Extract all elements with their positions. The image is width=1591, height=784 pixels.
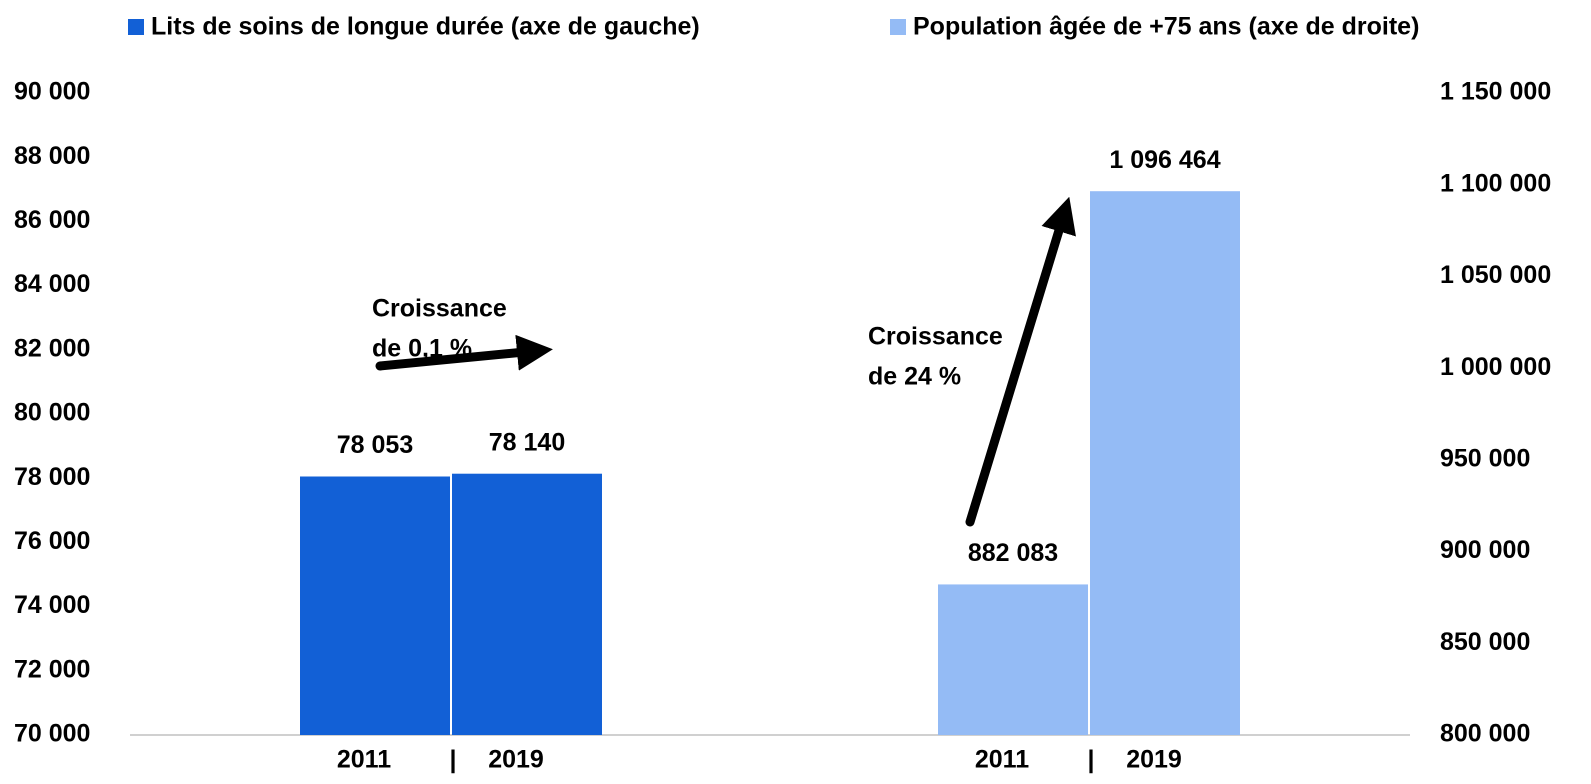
x-tick-label: 2011 bbox=[337, 746, 391, 774]
y-tick-label: 80 000 bbox=[14, 399, 90, 427]
arrow bbox=[965, 196, 1076, 527]
legend-label: Population âgée de +75 ans (axe de droit… bbox=[913, 13, 1419, 41]
y2-tick-label: 1 150 000 bbox=[1440, 78, 1551, 106]
x-tick-label: 2011 bbox=[975, 746, 1029, 774]
bar bbox=[452, 473, 602, 735]
arrow bbox=[375, 334, 553, 371]
y-tick-label: 70 000 bbox=[14, 720, 90, 748]
annotation: Croissance bbox=[868, 323, 1003, 351]
x-separator: | bbox=[450, 746, 457, 774]
value-label: 78 140 bbox=[489, 428, 565, 456]
y2-tick-label: 1 050 000 bbox=[1440, 261, 1551, 289]
annotation: Croissance bbox=[372, 295, 507, 323]
legend-label: Lits de soins de longue durée (axe de ga… bbox=[151, 13, 700, 41]
y-tick-label: 82 000 bbox=[14, 334, 90, 362]
x-separator: | bbox=[1088, 746, 1095, 774]
x-tick-label: 2019 bbox=[1126, 746, 1182, 774]
y2-tick-label: 1 000 000 bbox=[1440, 353, 1551, 381]
bar bbox=[300, 476, 450, 735]
y2-tick-label: 900 000 bbox=[1440, 536, 1530, 564]
value-label: 78 053 bbox=[337, 431, 413, 459]
x-tick-label: 2019 bbox=[488, 746, 544, 774]
y2-tick-label: 800 000 bbox=[1440, 720, 1530, 748]
y2-tick-label: 950 000 bbox=[1440, 444, 1530, 472]
y-tick-label: 84 000 bbox=[14, 270, 90, 298]
legend-swatch bbox=[890, 19, 906, 35]
y-tick-label: 72 000 bbox=[14, 655, 90, 683]
y-tick-label: 90 000 bbox=[14, 78, 90, 106]
y2-tick-label: 1 100 000 bbox=[1440, 169, 1551, 197]
value-label: 1 096 464 bbox=[1109, 146, 1220, 174]
y-tick-label: 74 000 bbox=[14, 591, 90, 619]
y-tick-label: 88 000 bbox=[14, 142, 90, 170]
y-tick-label: 76 000 bbox=[14, 527, 90, 555]
legend-swatch bbox=[128, 19, 144, 35]
bar bbox=[1090, 191, 1240, 735]
annotation: de 24 % bbox=[868, 363, 961, 391]
y2-tick-label: 850 000 bbox=[1440, 628, 1530, 656]
y-tick-label: 78 000 bbox=[14, 463, 90, 491]
y-tick-label: 86 000 bbox=[14, 206, 90, 234]
value-label: 882 083 bbox=[968, 539, 1058, 567]
bar bbox=[938, 584, 1088, 735]
annotation: de 0,1 % bbox=[372, 335, 472, 363]
